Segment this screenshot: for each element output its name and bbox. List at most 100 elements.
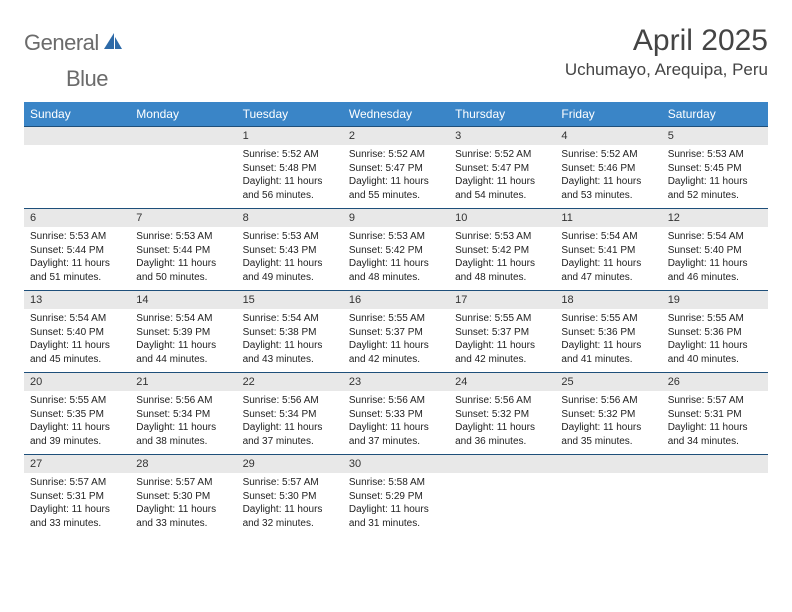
calendar-day-cell [24, 127, 130, 209]
calendar-week-row: 27Sunrise: 5:57 AMSunset: 5:31 PMDayligh… [24, 455, 768, 537]
day-header: Sunday [24, 102, 130, 127]
calendar-day-cell: 14Sunrise: 5:54 AMSunset: 5:39 PMDayligh… [130, 291, 236, 373]
location-text: Uchumayo, Arequipa, Peru [565, 60, 768, 80]
calendar-day-cell [130, 127, 236, 209]
calendar-week-row: 20Sunrise: 5:55 AMSunset: 5:35 PMDayligh… [24, 373, 768, 455]
calendar-day-cell: 15Sunrise: 5:54 AMSunset: 5:38 PMDayligh… [237, 291, 343, 373]
calendar-day-cell: 30Sunrise: 5:58 AMSunset: 5:29 PMDayligh… [343, 455, 449, 537]
day-content: Sunrise: 5:56 AMSunset: 5:33 PMDaylight:… [343, 391, 449, 451]
calendar-week-row: 6Sunrise: 5:53 AMSunset: 5:44 PMDaylight… [24, 209, 768, 291]
calendar-day-cell: 21Sunrise: 5:56 AMSunset: 5:34 PMDayligh… [130, 373, 236, 455]
calendar-day-cell: 16Sunrise: 5:55 AMSunset: 5:37 PMDayligh… [343, 291, 449, 373]
calendar-body: 1Sunrise: 5:52 AMSunset: 5:48 PMDaylight… [24, 127, 768, 537]
day-number: 7 [130, 209, 236, 227]
calendar-day-cell: 22Sunrise: 5:56 AMSunset: 5:34 PMDayligh… [237, 373, 343, 455]
day-content: Sunrise: 5:53 AMSunset: 5:42 PMDaylight:… [343, 227, 449, 287]
day-number: 1 [237, 127, 343, 145]
calendar-day-cell: 24Sunrise: 5:56 AMSunset: 5:32 PMDayligh… [449, 373, 555, 455]
calendar-week-row: 1Sunrise: 5:52 AMSunset: 5:48 PMDaylight… [24, 127, 768, 209]
day-content: Sunrise: 5:55 AMSunset: 5:35 PMDaylight:… [24, 391, 130, 451]
day-number: 9 [343, 209, 449, 227]
day-content: Sunrise: 5:53 AMSunset: 5:44 PMDaylight:… [24, 227, 130, 287]
calendar-day-cell: 27Sunrise: 5:57 AMSunset: 5:31 PMDayligh… [24, 455, 130, 537]
day-content: Sunrise: 5:53 AMSunset: 5:42 PMDaylight:… [449, 227, 555, 287]
month-title: April 2025 [565, 24, 768, 58]
brand-logo: General [24, 30, 127, 56]
day-number: 11 [555, 209, 661, 227]
day-content: Sunrise: 5:55 AMSunset: 5:37 PMDaylight:… [343, 309, 449, 369]
day-header: Wednesday [343, 102, 449, 127]
day-number: 2 [343, 127, 449, 145]
day-content: Sunrise: 5:55 AMSunset: 5:37 PMDaylight:… [449, 309, 555, 369]
day-content: Sunrise: 5:54 AMSunset: 5:40 PMDaylight:… [24, 309, 130, 369]
calendar-day-cell [449, 455, 555, 537]
logo-sail-icon [102, 31, 124, 56]
day-number: 4 [555, 127, 661, 145]
day-number: 20 [24, 373, 130, 391]
calendar-day-cell: 9Sunrise: 5:53 AMSunset: 5:42 PMDaylight… [343, 209, 449, 291]
day-content: Sunrise: 5:52 AMSunset: 5:46 PMDaylight:… [555, 145, 661, 205]
day-content: Sunrise: 5:55 AMSunset: 5:36 PMDaylight:… [662, 309, 768, 369]
day-number: 27 [24, 455, 130, 473]
calendar-day-cell: 1Sunrise: 5:52 AMSunset: 5:48 PMDaylight… [237, 127, 343, 209]
logo-text-blue: Blue [66, 66, 108, 92]
day-number: 28 [130, 455, 236, 473]
day-content: Sunrise: 5:56 AMSunset: 5:32 PMDaylight:… [449, 391, 555, 451]
calendar-day-cell: 20Sunrise: 5:55 AMSunset: 5:35 PMDayligh… [24, 373, 130, 455]
day-header-row: Sunday Monday Tuesday Wednesday Thursday… [24, 102, 768, 127]
day-content: Sunrise: 5:54 AMSunset: 5:39 PMDaylight:… [130, 309, 236, 369]
day-number: 15 [237, 291, 343, 309]
calendar-day-cell: 28Sunrise: 5:57 AMSunset: 5:30 PMDayligh… [130, 455, 236, 537]
day-content: Sunrise: 5:52 AMSunset: 5:48 PMDaylight:… [237, 145, 343, 205]
day-content: Sunrise: 5:53 AMSunset: 5:43 PMDaylight:… [237, 227, 343, 287]
day-number: 21 [130, 373, 236, 391]
day-content: Sunrise: 5:54 AMSunset: 5:40 PMDaylight:… [662, 227, 768, 287]
day-content: Sunrise: 5:56 AMSunset: 5:34 PMDaylight:… [237, 391, 343, 451]
calendar-day-cell: 8Sunrise: 5:53 AMSunset: 5:43 PMDaylight… [237, 209, 343, 291]
day-number: 17 [449, 291, 555, 309]
day-content: Sunrise: 5:54 AMSunset: 5:41 PMDaylight:… [555, 227, 661, 287]
day-header: Saturday [662, 102, 768, 127]
day-number: 25 [555, 373, 661, 391]
calendar-table: Sunday Monday Tuesday Wednesday Thursday… [24, 102, 768, 537]
day-content: Sunrise: 5:57 AMSunset: 5:31 PMDaylight:… [662, 391, 768, 451]
calendar-day-cell: 23Sunrise: 5:56 AMSunset: 5:33 PMDayligh… [343, 373, 449, 455]
title-block: April 2025 Uchumayo, Arequipa, Peru [565, 24, 768, 80]
day-content: Sunrise: 5:57 AMSunset: 5:31 PMDaylight:… [24, 473, 130, 533]
day-number: 13 [24, 291, 130, 309]
day-number: 3 [449, 127, 555, 145]
calendar-day-cell: 17Sunrise: 5:55 AMSunset: 5:37 PMDayligh… [449, 291, 555, 373]
day-number: 12 [662, 209, 768, 227]
day-header: Tuesday [237, 102, 343, 127]
day-number: 18 [555, 291, 661, 309]
day-content: Sunrise: 5:56 AMSunset: 5:34 PMDaylight:… [130, 391, 236, 451]
calendar-day-cell: 12Sunrise: 5:54 AMSunset: 5:40 PMDayligh… [662, 209, 768, 291]
day-number: 6 [24, 209, 130, 227]
day-number: 29 [237, 455, 343, 473]
calendar-day-cell: 29Sunrise: 5:57 AMSunset: 5:30 PMDayligh… [237, 455, 343, 537]
calendar-day-cell: 2Sunrise: 5:52 AMSunset: 5:47 PMDaylight… [343, 127, 449, 209]
day-content: Sunrise: 5:57 AMSunset: 5:30 PMDaylight:… [130, 473, 236, 533]
day-content: Sunrise: 5:55 AMSunset: 5:36 PMDaylight:… [555, 309, 661, 369]
day-header: Monday [130, 102, 236, 127]
calendar-day-cell: 13Sunrise: 5:54 AMSunset: 5:40 PMDayligh… [24, 291, 130, 373]
calendar-day-cell: 18Sunrise: 5:55 AMSunset: 5:36 PMDayligh… [555, 291, 661, 373]
day-number: 24 [449, 373, 555, 391]
calendar-day-cell: 10Sunrise: 5:53 AMSunset: 5:42 PMDayligh… [449, 209, 555, 291]
calendar-day-cell: 11Sunrise: 5:54 AMSunset: 5:41 PMDayligh… [555, 209, 661, 291]
day-content: Sunrise: 5:52 AMSunset: 5:47 PMDaylight:… [343, 145, 449, 205]
calendar-day-cell: 19Sunrise: 5:55 AMSunset: 5:36 PMDayligh… [662, 291, 768, 373]
day-content: Sunrise: 5:56 AMSunset: 5:32 PMDaylight:… [555, 391, 661, 451]
calendar-day-cell: 3Sunrise: 5:52 AMSunset: 5:47 PMDaylight… [449, 127, 555, 209]
day-number: 10 [449, 209, 555, 227]
day-number: 19 [662, 291, 768, 309]
day-number: 5 [662, 127, 768, 145]
calendar-day-cell: 4Sunrise: 5:52 AMSunset: 5:46 PMDaylight… [555, 127, 661, 209]
day-content: Sunrise: 5:57 AMSunset: 5:30 PMDaylight:… [237, 473, 343, 533]
day-number: 16 [343, 291, 449, 309]
calendar-day-cell [555, 455, 661, 537]
day-number: 23 [343, 373, 449, 391]
day-number: 14 [130, 291, 236, 309]
day-content: Sunrise: 5:53 AMSunset: 5:45 PMDaylight:… [662, 145, 768, 205]
day-content: Sunrise: 5:52 AMSunset: 5:47 PMDaylight:… [449, 145, 555, 205]
